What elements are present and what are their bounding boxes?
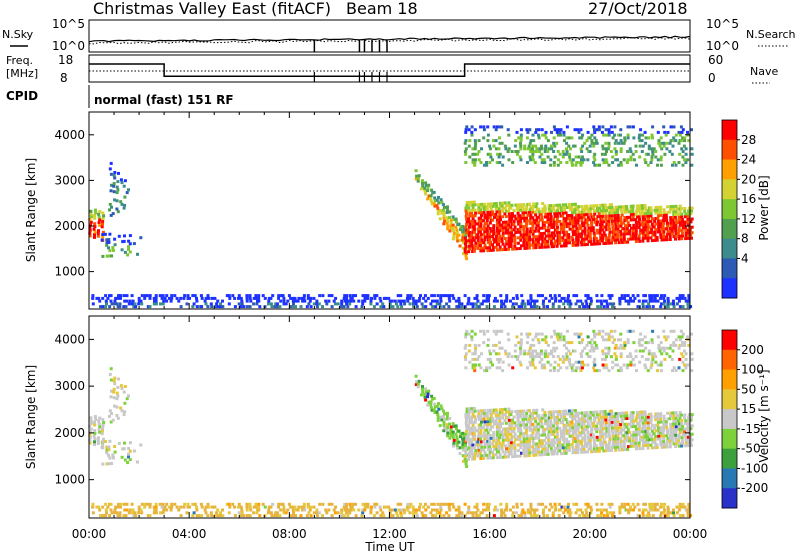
colorbar-swatch bbox=[722, 409, 737, 430]
colorbar-swatch bbox=[722, 488, 737, 509]
x-axis-label: Time UT bbox=[364, 540, 415, 554]
x-tick-labels: 00:00 04:00 08:00 12:00 16:00 20:00 00:00 bbox=[72, 527, 708, 541]
power-ylabel: Slant Range [km] bbox=[24, 158, 38, 262]
velocity-cells bbox=[88, 329, 694, 518]
colorbar-swatch bbox=[722, 258, 737, 279]
colorbar-swatch bbox=[722, 349, 737, 371]
colorbar-frame bbox=[721, 119, 738, 299]
velocity-panel: 1000 2000 3000 4000 Slant Range [km] bbox=[24, 315, 694, 519]
y-tick-label: 4000 bbox=[54, 128, 85, 142]
colorbar-tick-label: -50 bbox=[741, 442, 761, 456]
x-tick-label: 20:00 bbox=[573, 527, 608, 541]
nsearch-label: N.Search bbox=[746, 28, 796, 41]
colorbar-frame bbox=[721, 329, 738, 509]
colorbar-swatch bbox=[722, 369, 737, 390]
velocity-colorbar: 200 100 50 15 -15 -50 -100 -200 bbox=[721, 329, 768, 509]
freq-tick-bottom: 8 bbox=[60, 71, 68, 85]
freq-line bbox=[89, 63, 690, 77]
power-colorbar: 28 24 20 16 12 8 4 bbox=[721, 119, 756, 299]
nave-label: Nave bbox=[750, 65, 778, 78]
colorbar-swatch bbox=[722, 428, 737, 450]
colorbar-tick-label: 100 bbox=[741, 363, 764, 377]
power-panel: 1000 2000 3000 4000 Slant Range [km] bbox=[24, 111, 694, 310]
nsky-line bbox=[88, 35, 691, 43]
x-tick-label: 00:00 bbox=[673, 527, 708, 541]
x-tick-label: 04:00 bbox=[172, 527, 207, 541]
beam-title: Beam 18 bbox=[346, 0, 418, 18]
colorbar-tick-label: 16 bbox=[741, 192, 756, 206]
colorbar-swatch bbox=[722, 278, 737, 299]
colorbar-tick-label: 200 bbox=[741, 343, 764, 357]
nave-tick-bottom: 0 bbox=[708, 71, 716, 85]
y-tick-label: 1000 bbox=[54, 473, 85, 487]
freq-label-1: Freq. bbox=[6, 54, 33, 67]
colorbar-swatch bbox=[722, 179, 737, 200]
x-tick-label: 00:00 bbox=[72, 527, 107, 541]
nave-tick-top: 60 bbox=[708, 53, 723, 67]
velocity-ylabel: Slant Range [km] bbox=[24, 365, 38, 469]
colorbar-swatch bbox=[722, 468, 737, 489]
colorbar-swatch bbox=[722, 238, 737, 259]
nsearch-tick-top: 10^5 bbox=[706, 17, 739, 31]
cpid-value: normal (fast) 151 RF bbox=[94, 93, 234, 107]
power-y-axis: 1000 2000 3000 4000 bbox=[54, 128, 690, 279]
nsky-tick-top: 10^5 bbox=[52, 17, 85, 31]
power-x-ticks bbox=[88, 112, 691, 309]
x-tick-label: 12:00 bbox=[372, 527, 407, 541]
colorbar-tick-label: -100 bbox=[741, 461, 768, 475]
colorbar-tick-label: 28 bbox=[741, 133, 756, 147]
freq-tick-top: 18 bbox=[58, 53, 73, 67]
colorbar-tick-label: 24 bbox=[741, 153, 756, 167]
freq-drops bbox=[313, 72, 388, 82]
colorbar-tick-label: 4 bbox=[741, 251, 749, 265]
colorbar-swatch bbox=[722, 448, 737, 469]
colorbar-tick-label: 50 bbox=[741, 382, 756, 396]
colorbar-swatch bbox=[722, 389, 737, 410]
colorbar-swatch bbox=[722, 218, 737, 240]
x-tick-label: 16:00 bbox=[472, 527, 507, 541]
freq-panel bbox=[88, 54, 691, 83]
nsky-tick-bottom: 10^0 bbox=[52, 39, 85, 53]
cpid-label: CPID bbox=[6, 89, 38, 103]
colorbar-swatch bbox=[722, 120, 737, 141]
colorbar-tick-label: 12 bbox=[741, 212, 756, 226]
colorbar-swatch bbox=[722, 159, 737, 180]
velocity-x-ticks bbox=[88, 316, 691, 518]
station-title: Christmas Valley East (fitACF) bbox=[93, 0, 331, 18]
colorbar-tick-label: 20 bbox=[741, 172, 756, 186]
colorbar-tick-label: -15 bbox=[741, 422, 761, 436]
date-title: 27/Oct/2018 bbox=[588, 0, 688, 18]
power-cells bbox=[88, 125, 694, 309]
velocity-colorbar-label: Velocity [m s⁻¹] bbox=[757, 369, 771, 462]
y-tick-label: 3000 bbox=[54, 173, 85, 187]
y-tick-label: 2000 bbox=[54, 219, 85, 233]
power-colorbar-label: Power [dB] bbox=[757, 175, 771, 240]
colorbar-tick-label: 15 bbox=[741, 402, 756, 416]
colorbar-tick-label: -200 bbox=[741, 481, 768, 495]
nsky-label: N.Sky bbox=[2, 28, 34, 41]
colorbar-tick-label: 8 bbox=[741, 232, 749, 246]
colorbar-swatch bbox=[722, 139, 737, 161]
freq-label-2: [MHz] bbox=[6, 67, 38, 80]
nsky-drops bbox=[313, 40, 388, 52]
colorbar-swatch bbox=[722, 199, 737, 220]
colorbar-swatch bbox=[722, 330, 737, 351]
velocity-y-axis: 1000 2000 3000 4000 bbox=[54, 332, 690, 487]
y-tick-label: 3000 bbox=[54, 379, 85, 393]
y-tick-label: 2000 bbox=[54, 426, 85, 440]
y-tick-label: 1000 bbox=[54, 265, 85, 279]
nsearch-line bbox=[88, 36, 691, 45]
x-tick-label: 08:00 bbox=[272, 527, 307, 541]
y-tick-label: 4000 bbox=[54, 332, 85, 346]
nsky-panel bbox=[88, 19, 691, 53]
nsearch-tick-bottom: 10^0 bbox=[706, 39, 739, 53]
